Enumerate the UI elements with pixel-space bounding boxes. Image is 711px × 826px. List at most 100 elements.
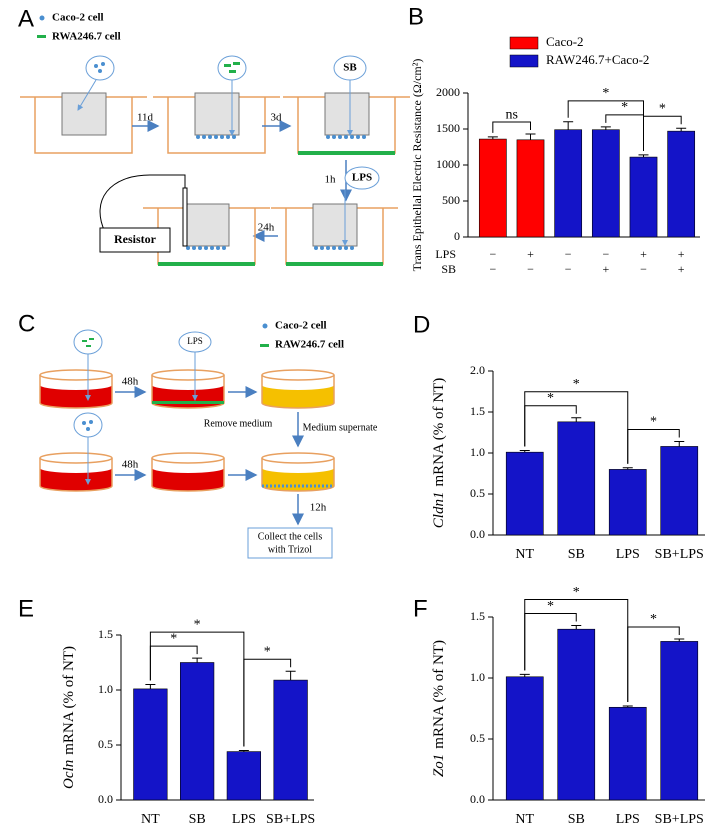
bar	[629, 156, 658, 238]
significance-label: *	[602, 86, 609, 101]
significance-label: *	[621, 100, 628, 115]
bar	[667, 130, 696, 238]
resistor-label: Resistor	[114, 232, 157, 246]
note: Remove medium	[204, 418, 273, 429]
bubble	[73, 329, 103, 355]
significance-label: *	[547, 391, 554, 406]
treatment-sign: +	[527, 247, 534, 261]
treatment-sign: +	[602, 262, 609, 276]
treatment-sign: −	[489, 247, 496, 261]
legend-label: Caco-2	[546, 34, 584, 49]
error-bar	[622, 467, 633, 470]
legend-label: RAW246.7+Caco-2	[546, 52, 649, 67]
treatment-name: SB	[441, 262, 456, 276]
y-axis-label-text: mRNA (% of NT)	[431, 640, 447, 749]
significance-label: *	[264, 645, 271, 660]
y-axis-label-gene: Ocln	[61, 760, 77, 789]
cells	[326, 135, 366, 139]
y-tick-label: 0.5	[98, 737, 113, 751]
error-bar	[600, 126, 611, 130]
legend-text: RWA246.7 cell	[52, 31, 121, 43]
y-tick-label: 1.0	[470, 445, 485, 459]
y-tick-label: 0.5	[470, 731, 485, 745]
error-bar	[563, 121, 574, 130]
bubble	[217, 55, 247, 81]
significance-bracket	[492, 121, 531, 133]
y-axis-label: Zo1 mRNA (% of NT)	[431, 640, 447, 777]
legend-swatch	[509, 36, 539, 50]
dish	[151, 452, 225, 492]
significance-bracket	[524, 391, 629, 464]
bar	[554, 129, 583, 238]
error-bar	[487, 136, 498, 140]
dish	[39, 452, 113, 492]
bar	[505, 676, 544, 801]
legend-dot	[262, 323, 268, 329]
legend-dash	[37, 35, 46, 38]
cells	[152, 401, 224, 404]
bar	[608, 469, 647, 536]
significance-label: *	[170, 631, 177, 646]
step-box-text: with Trizol	[268, 544, 312, 555]
x-tick-label: NT	[141, 812, 160, 826]
y-tick-label: 1.0	[98, 682, 113, 696]
legend-dot	[39, 15, 45, 21]
panel-label: C	[18, 310, 35, 337]
dish	[261, 369, 335, 409]
significance-label: *	[650, 612, 657, 627]
cells	[158, 262, 255, 266]
error-bar	[525, 133, 536, 140]
error-bar	[676, 127, 687, 132]
cells	[196, 135, 236, 139]
note: Medium supernate	[303, 422, 378, 433]
reagent: LPS	[352, 172, 372, 184]
panel-label: B	[408, 3, 424, 30]
treatment-name: LPS	[435, 247, 456, 261]
treatment-sign: −	[565, 247, 572, 261]
y-tick-label: 0.5	[470, 486, 485, 500]
x-tick-label: SB+LPS	[655, 812, 704, 826]
error-bar	[674, 638, 685, 642]
y-axis-label: Trans Epithellal Electric Resistance (Ω/…	[410, 59, 424, 272]
arrow	[77, 79, 97, 111]
legend-dash	[260, 344, 269, 347]
error-bar	[192, 657, 203, 663]
x-tick-label: LPS	[616, 547, 640, 562]
x-tick-label: SB	[568, 547, 585, 562]
y-axis-label-gene: Cldn1	[431, 492, 447, 529]
step-label: 3d	[271, 112, 283, 124]
resistor-box	[99, 227, 171, 253]
bar	[133, 688, 168, 801]
step-box-text: Collect the cells	[258, 531, 323, 542]
error-bar	[238, 750, 249, 752]
treatment-sign: −	[489, 262, 496, 276]
step-label: 12h	[310, 502, 327, 514]
step-label: 48h	[122, 376, 139, 388]
treatment-sign: +	[640, 247, 647, 261]
x-tick-label: NT	[515, 812, 534, 826]
x-tick-label: SB+LPS	[655, 547, 704, 562]
error-bar	[674, 441, 685, 447]
treatment-sign: −	[602, 247, 609, 261]
legend-swatch	[509, 54, 539, 68]
bar	[660, 446, 699, 536]
y-axis-label-text: mRNA (% of NT)	[431, 378, 447, 487]
cells	[186, 246, 226, 250]
error-bar	[519, 450, 530, 453]
bar	[226, 751, 262, 801]
y-tick-label: 1500	[436, 121, 460, 135]
y-tick-label: 1.0	[470, 670, 485, 684]
y-tick-label: 1000	[436, 157, 460, 171]
bar	[179, 662, 215, 801]
bubble	[73, 412, 103, 438]
x-tick-label: SB	[189, 812, 206, 826]
treatment-sign: −	[640, 262, 647, 276]
significance-bracket	[243, 658, 292, 747]
bar	[557, 628, 596, 801]
significance-bracket	[627, 626, 680, 703]
significance-bracket	[567, 100, 644, 151]
step-label: 48h	[122, 459, 139, 471]
y-axis-label: Ocln mRNA (% of NT)	[61, 646, 77, 789]
y-tick-label: 1.5	[98, 627, 113, 641]
